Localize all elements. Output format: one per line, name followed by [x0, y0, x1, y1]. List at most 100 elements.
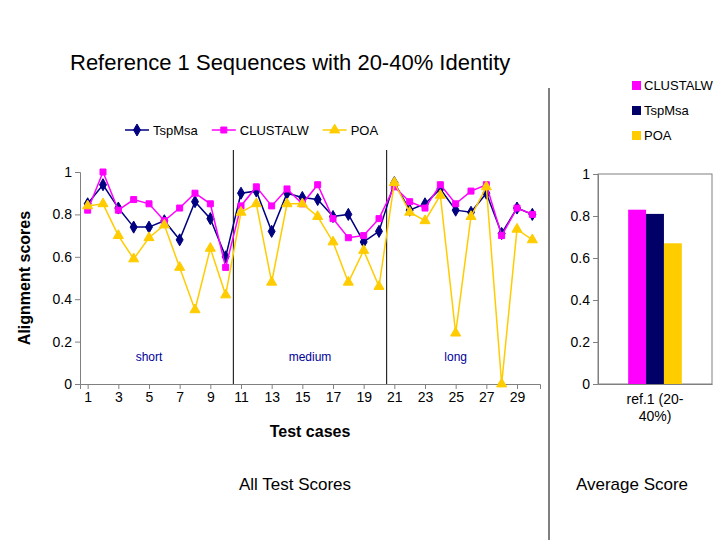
bar [664, 243, 682, 384]
legend-item: TspMsa [125, 123, 199, 138]
data-point [359, 245, 369, 254]
tick-label: 0 [582, 376, 590, 392]
tick-mark [75, 384, 80, 385]
data-point [330, 216, 336, 222]
tick-mark [593, 342, 598, 343]
data-point [159, 219, 169, 228]
tick-label-line: ref.1 (20- [627, 391, 684, 407]
tick-label: 25 [448, 389, 464, 405]
data-point [176, 234, 183, 246]
data-point [253, 184, 259, 190]
x-tick: 5 [146, 384, 154, 405]
x-tick: 23 [418, 384, 434, 405]
data-point [481, 181, 491, 190]
tick-label: 9 [207, 389, 215, 405]
caption: All Test Scores [239, 475, 351, 494]
data-point [100, 179, 107, 191]
tick-mark [593, 216, 598, 217]
tick-mark [75, 342, 80, 343]
data-point [361, 233, 367, 239]
data-point [451, 327, 461, 336]
legend-symbol [330, 124, 340, 133]
data-point [529, 211, 535, 217]
plot-frame [598, 174, 712, 384]
y-tick: 1 [582, 166, 598, 182]
data-point [251, 198, 261, 207]
tick-label: 11 [234, 389, 249, 405]
x-tick: 15 [295, 384, 311, 405]
y-tick: 0.8 [53, 206, 80, 222]
tick-label: 0.4 [571, 292, 591, 308]
axis: 1357911131517192123252729 [81, 384, 541, 405]
legend: TspMsa CLUSTALW POA [125, 123, 378, 138]
tick-label: 5 [146, 389, 154, 405]
legend-item: POA [323, 123, 379, 138]
background [0, 0, 720, 540]
bar [646, 214, 664, 384]
data-point [192, 190, 198, 196]
x-tick: 11 [234, 384, 249, 405]
tick-mark [75, 299, 80, 300]
y-tick: 0.6 [571, 250, 598, 266]
data-point [512, 223, 522, 232]
tick-mark [593, 174, 598, 175]
data-point [343, 276, 353, 285]
tick-label: 0.8 [571, 208, 591, 224]
data-point [376, 225, 383, 237]
data-point [435, 190, 445, 199]
x-tick: 17 [326, 384, 342, 405]
tick-mark [593, 300, 598, 301]
tick-label: 1 [64, 164, 72, 180]
data-point [407, 199, 413, 205]
legend-symbol [221, 127, 227, 133]
data-point [468, 188, 474, 194]
tick-label: 1 [582, 166, 590, 182]
annotation: short [136, 350, 163, 364]
slide-title: Reference 1 Sequences with 20-40% Identi… [70, 50, 510, 75]
axis: 0 0.2 0.4 0.6 0.8 1 [571, 166, 599, 392]
y-tick: 0 [64, 376, 80, 392]
tick-label: 17 [326, 389, 342, 405]
data-point [453, 201, 459, 207]
bar [628, 210, 646, 384]
y-tick: 0.2 [571, 334, 598, 350]
legend-label: CLUSTALW [240, 123, 310, 138]
axis: ref.1 (20-40%) [599, 384, 713, 424]
data-point [238, 187, 245, 199]
panel-divider [549, 88, 550, 540]
plot-area [83, 169, 538, 387]
tick-label: 7 [176, 389, 184, 405]
data-point [315, 182, 321, 188]
data-point [175, 262, 185, 271]
data-point [313, 211, 323, 220]
y-tick: 0.4 [571, 292, 598, 308]
legend-swatch [632, 81, 641, 90]
data-point [422, 205, 428, 211]
tick-label-line: 40%) [639, 408, 672, 424]
data-point [83, 200, 93, 209]
caption: Average Score [576, 475, 688, 494]
data-point [345, 235, 351, 241]
legend-swatch [632, 131, 641, 140]
data-point [405, 206, 415, 215]
legend-label: CLUSTALW [644, 78, 714, 93]
data-point [527, 234, 537, 243]
x-tick: 19 [356, 384, 372, 405]
legend-label: POA [351, 123, 379, 138]
data-point [205, 243, 215, 252]
data-point [267, 276, 277, 285]
x-tick: 13 [264, 384, 280, 405]
plot-area [628, 210, 682, 384]
data-point [420, 215, 430, 224]
tick-label: 27 [479, 389, 495, 405]
tick-label: 19 [356, 389, 372, 405]
x-axis-title: Test cases [270, 423, 351, 440]
data-point [282, 198, 292, 207]
y-tick: 0.8 [571, 208, 598, 224]
tick-label: 0.2 [53, 334, 73, 350]
data-point [177, 205, 183, 211]
data-point [345, 208, 352, 220]
axis-line [599, 384, 713, 385]
axis: 00.20.40.60.81 [53, 164, 81, 392]
y-tick: 0.6 [53, 249, 80, 265]
